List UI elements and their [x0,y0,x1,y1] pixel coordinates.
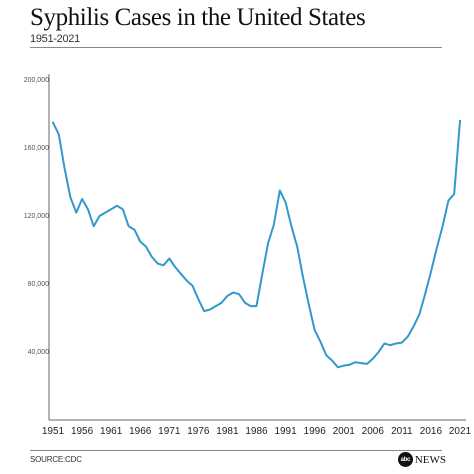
x-tick-label: 1986 [245,426,268,437]
y-tick-label: 120,000 [24,213,49,220]
x-tick-label: 2021 [449,426,472,437]
y-tick-label: 160,000 [24,145,49,152]
x-tick-label: 1976 [187,426,210,437]
x-tick-label: 1966 [129,426,152,437]
chart-subtitle: 1951-2021 [30,33,80,45]
x-tick-label: 2011 [391,426,413,437]
x-tick-label: 1991 [274,426,297,437]
x-tick-label: 1951 [42,426,65,437]
x-tick-label: 1981 [216,426,239,437]
x-tick-label: 1956 [71,426,94,437]
chart-title: Syphilis Cases in the United States [30,4,366,31]
cases-series-line [52,119,461,369]
x-tick-label: 2016 [420,426,443,437]
abc-news-logo: abc NEWS [397,452,446,467]
y-tick-label: 80,000 [28,281,50,288]
syphilis-line-chart: 40,000 80,000 120,000 160,000 200,000 1951 195… [24,74,472,437]
news-wordmark: NEWS [414,453,446,466]
x-tick-label: 1961 [100,426,123,437]
source-note: SOURCE:CDC [30,455,82,464]
abc-logo-mark: abc [397,452,413,467]
y-tick-label: 40,000 [28,349,50,356]
y-tick-label: 200,000 [24,77,49,84]
x-tick-label: 1971 [158,426,181,437]
footer-divider [30,450,442,451]
x-tick-label: 1996 [304,426,327,437]
title-divider [30,47,442,48]
x-tick-label: 2001 [333,426,356,437]
x-tick-label: 2006 [362,426,385,437]
